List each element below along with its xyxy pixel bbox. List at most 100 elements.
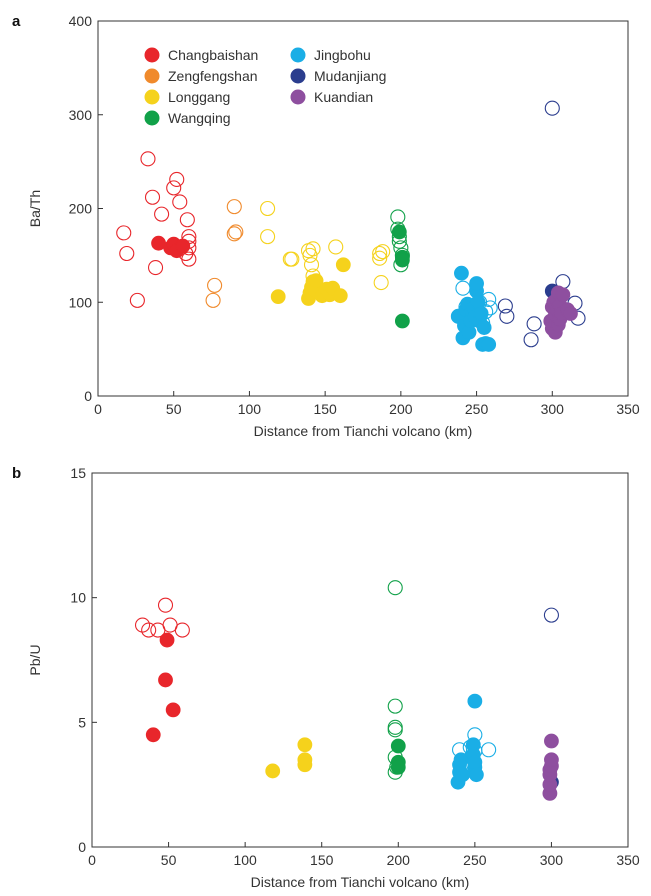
- data-point: [372, 245, 388, 262]
- legend: Changbaishan Zengfengshan Longgang Wangqing…: [144, 47, 386, 126]
- legend-item-kuandian: Kuandian: [290, 89, 373, 105]
- data-point: [228, 224, 244, 240]
- x-tick-label: 100: [233, 852, 257, 868]
- legend-label: Wangqing: [168, 110, 231, 126]
- x-tick-label: 150: [310, 852, 334, 868]
- legend-item-longgang: Longgang: [144, 89, 230, 105]
- data-point: [159, 632, 175, 648]
- data-point: [144, 189, 161, 205]
- data-point: [154, 206, 170, 222]
- data-point: [544, 100, 560, 116]
- x-tick-label: 300: [541, 401, 565, 417]
- legend-marker: [290, 68, 306, 84]
- legend-item-jingbohu: Jingbohu: [290, 47, 371, 63]
- y-tick-label: 5: [78, 714, 86, 730]
- data-point: [481, 337, 497, 352]
- legend-item-changbaishan: Changbaishan: [144, 47, 258, 63]
- data-point: [303, 257, 320, 273]
- data-point: [116, 225, 132, 241]
- data-point: [375, 244, 391, 260]
- panel-letter: a: [12, 13, 21, 30]
- legend-label: Changbaishan: [168, 47, 258, 63]
- series-jingbohu-filled: [450, 693, 484, 790]
- series-kuandian-filled: [542, 733, 559, 801]
- series-wangqing-filled: [390, 738, 406, 775]
- data-point: [476, 320, 492, 335]
- legend-item-wangqing: Wangqing: [144, 110, 231, 126]
- data-point: [165, 702, 181, 718]
- legend-label: Zengfengshan: [168, 68, 258, 84]
- data-point: [455, 280, 471, 296]
- x-tick-label: 50: [166, 401, 182, 417]
- data-point: [387, 580, 403, 596]
- data-point: [523, 332, 539, 348]
- legend-label: Longgang: [168, 89, 230, 105]
- data-point: [543, 607, 559, 623]
- series-longgang-filled: [270, 257, 351, 306]
- legend-marker: [290, 47, 306, 63]
- data-point: [226, 199, 242, 215]
- data-point: [469, 276, 484, 291]
- x-tick-label: 350: [616, 852, 640, 868]
- data-point: [387, 698, 403, 714]
- data-point: [179, 212, 195, 228]
- data-point: [145, 727, 161, 743]
- legend-marker: [144, 89, 160, 105]
- data-point: [467, 754, 483, 770]
- series-changbaishan-filled: [151, 235, 191, 259]
- data-point: [332, 288, 348, 304]
- data-point: [140, 151, 156, 167]
- series-changbaishan-filled: [145, 632, 181, 743]
- x-tick-label: 250: [465, 401, 489, 417]
- legend-item-zengfengshan: Zengfengshan: [144, 68, 258, 84]
- y-axis-label: Ba/Th: [27, 190, 43, 227]
- legend-label: Kuandian: [314, 89, 373, 105]
- data-point: [205, 292, 221, 308]
- x-tick-label: 0: [88, 852, 96, 868]
- data-point: [497, 298, 513, 314]
- legend-marker: [144, 110, 160, 126]
- y-axis-label: Pb/U: [27, 644, 43, 675]
- data-point: [372, 250, 388, 266]
- data-point: [394, 313, 410, 329]
- x-tick-label: 0: [94, 401, 102, 417]
- y-tick-label: 0: [84, 388, 92, 404]
- y-tick-label: 0: [78, 839, 86, 855]
- series-wangqing-filled: [391, 224, 410, 329]
- x-tick-label: 350: [616, 401, 640, 417]
- series-zengfengshan-open: [205, 199, 244, 308]
- data-point: [181, 251, 197, 267]
- x-axis-label: Distance from Tianchi volcano (km): [254, 423, 473, 439]
- data-point: [390, 738, 406, 754]
- series-mudanjiang-open: [543, 607, 559, 623]
- data-point: [172, 194, 188, 210]
- x-tick-label: 200: [389, 401, 413, 417]
- data-point: [391, 224, 407, 240]
- series-kuandian-filled: [543, 285, 578, 340]
- x-tick-label: 200: [387, 852, 411, 868]
- data-point: [174, 622, 190, 638]
- data-point: [119, 245, 135, 262]
- series-jingbohu-filled: [450, 265, 497, 352]
- data-point: [169, 171, 185, 187]
- data-point: [526, 316, 542, 332]
- data-point: [308, 273, 324, 289]
- x-tick-label: 150: [313, 401, 337, 417]
- data-point: [207, 277, 223, 293]
- data-point: [265, 763, 281, 779]
- y-tick-label: 100: [69, 294, 93, 310]
- y-tick-label: 15: [70, 465, 86, 481]
- data-point: [563, 306, 578, 321]
- data-point: [129, 292, 145, 308]
- data-point: [544, 752, 559, 768]
- legend-item-mudanjiang: Mudanjiang: [290, 68, 386, 84]
- data-point: [147, 260, 164, 276]
- data-point: [305, 241, 321, 257]
- legend-marker: [144, 47, 160, 63]
- data-point: [297, 737, 313, 753]
- data-point: [260, 200, 276, 217]
- data-point: [544, 733, 559, 749]
- data-point: [473, 306, 489, 321]
- data-point: [260, 229, 276, 245]
